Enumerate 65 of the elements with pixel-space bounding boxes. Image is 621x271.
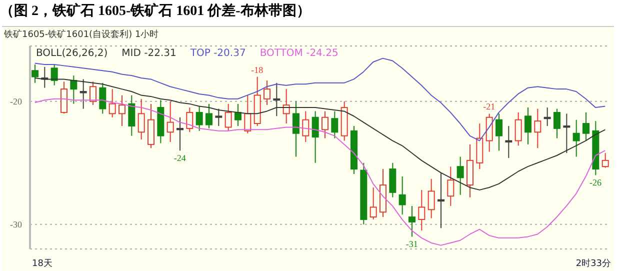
candlestick [544,107,551,126]
annotation: -26 [590,178,602,188]
candlestick [505,125,512,158]
text: MID -22.31 [122,48,176,59]
chart-subtitle: 铁矿1605-铁矿1601(自设套利) 1小时 [4,28,159,41]
candlestick [554,108,560,139]
candlestick [273,82,280,117]
candlestick [582,112,590,142]
candlestick [108,88,116,118]
annotation: -24 [174,152,186,163]
candlestick [50,64,58,86]
candlestick [602,152,609,168]
y-tick-label: -30 [10,220,22,230]
candlestick [370,186,377,220]
candlestick [456,156,464,196]
y-tick-label: -20 [10,96,22,107]
candlestick [176,116,184,152]
candlestick [408,205,416,238]
candlestick [486,113,493,152]
candlestick [186,107,194,133]
candlestick [32,64,38,84]
candlestick [128,94,136,136]
candlestick [244,94,252,134]
candlestick [215,108,222,126]
candlestick [234,103,242,126]
candlestick [80,78,87,110]
text: BOTTOM -24.25 [260,48,338,59]
candlestick [389,162,396,198]
candlestick [138,98,145,140]
candlestick [302,110,310,142]
candlestick [418,189,426,232]
text: TOP -20.37 [190,48,246,59]
candlestick [196,106,203,132]
text: 2时33分 [576,258,611,270]
candlestick [206,103,212,129]
candlestick [563,113,570,154]
candlestick [70,75,78,104]
legend-title: BOLL(26,26,2) [36,48,108,59]
candlestick [312,110,319,164]
candlestick [118,94,126,126]
candlestick [428,178,435,219]
candlestick [496,113,502,152]
candlestick [572,119,580,158]
candlestick [534,108,542,149]
text: 18天 [32,258,52,270]
candlestick [331,110,338,139]
candlestick [264,80,270,106]
candlestick [514,112,522,146]
line-series [34,58,606,142]
candlestick [282,88,290,124]
candlestick [398,176,406,216]
annotation: -18 [251,64,264,75]
candlestick [447,166,454,206]
annotation: -21 [483,102,496,112]
candlestick [60,81,68,114]
candlestick [322,110,328,139]
annotation: -31 [406,239,418,250]
chart-title: （图 2，铁矿石 1605-铁矿石 1601 价差-布林带图） [0,2,310,20]
candlestick [99,82,106,114]
candlestick [224,103,232,132]
candlestick [90,81,96,106]
candlestick [438,172,444,229]
candlestick [292,100,300,158]
candlestick [524,107,532,145]
candlestick [166,100,174,142]
